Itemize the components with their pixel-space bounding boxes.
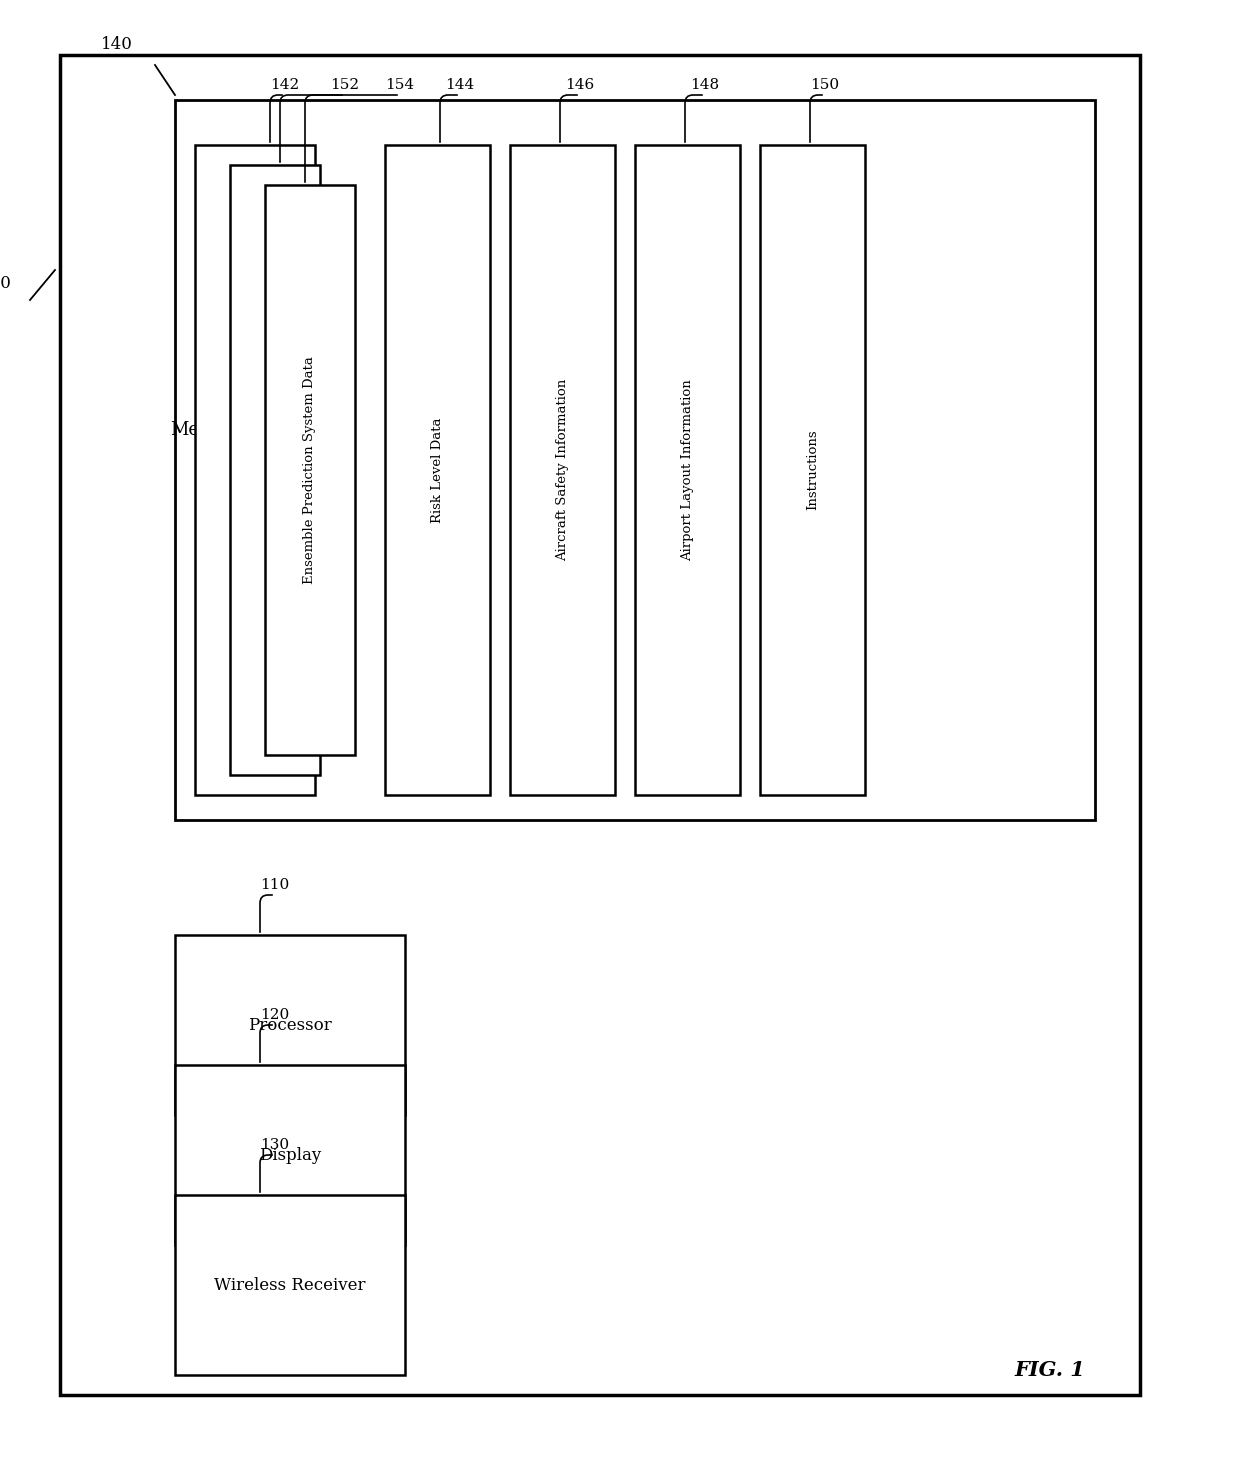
Text: 152: 152 [330, 78, 360, 91]
Bar [60, 55, 1140, 1395]
Bar [510, 145, 615, 795]
Text: Airport Layout Information: Airport Layout Information [681, 379, 694, 560]
Bar [175, 935, 405, 1115]
Text: Instructions: Instructions [806, 429, 818, 510]
Text: Risk Level Data: Risk Level Data [432, 417, 444, 522]
Bar [175, 1065, 405, 1245]
Bar [384, 145, 490, 795]
Text: 142: 142 [270, 78, 300, 91]
Bar [175, 100, 1095, 820]
Text: 130: 130 [260, 1139, 290, 1152]
Text: Display: Display [259, 1146, 321, 1164]
Text: 148: 148 [691, 78, 719, 91]
Text: Meteorological Forecast Data: Meteorological Forecast Data [248, 370, 262, 569]
Text: 110: 110 [260, 878, 290, 892]
Bar [195, 145, 315, 795]
Text: 120: 120 [260, 1007, 290, 1022]
Text: Memory: Memory [170, 420, 246, 440]
Text: Deterministic Model Values: Deterministic Model Values [269, 378, 281, 562]
Text: Processor: Processor [248, 1016, 332, 1034]
Text: 150: 150 [811, 78, 839, 91]
Bar [175, 1195, 405, 1375]
Text: FIG. 1: FIG. 1 [1014, 1360, 1085, 1381]
Text: 144: 144 [445, 78, 475, 91]
Bar [265, 184, 355, 755]
Text: Wireless Receiver: Wireless Receiver [215, 1276, 366, 1294]
Text: 140: 140 [102, 35, 133, 53]
Text: Ensemble Prediction System Data: Ensemble Prediction System Data [304, 355, 316, 584]
Text: Aircraft Safety Information: Aircraft Safety Information [556, 379, 569, 560]
Bar [635, 145, 740, 795]
Text: 146: 146 [565, 78, 595, 91]
Text: 154: 154 [386, 78, 414, 91]
Text: 100: 100 [0, 274, 12, 292]
Bar [229, 165, 320, 774]
Bar [760, 145, 866, 795]
